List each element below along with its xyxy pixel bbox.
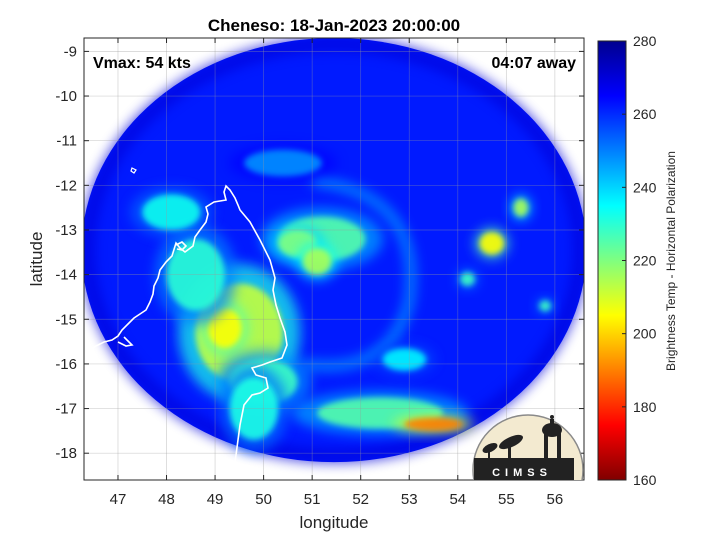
- convection-cell: [404, 417, 463, 431]
- chart-title: Cheneso: 18-Jan-2023 20:00:00: [208, 16, 460, 35]
- y-axis-label: latitude: [27, 232, 46, 287]
- x-axis-label: longitude: [299, 513, 368, 532]
- cimss-logo: CIMSS: [472, 414, 584, 480]
- x-tick-label: 55: [498, 491, 515, 508]
- colorbar-tick-label: 180: [633, 399, 657, 415]
- colorbar: [597, 40, 627, 481]
- time-away-annotation: 04:07 away: [491, 55, 576, 72]
- x-axis-ticks: 47 48 49 50 51 52 53 54 55 56: [110, 38, 564, 508]
- x-tick-label: 54: [449, 491, 466, 508]
- convection-cell: [229, 377, 279, 440]
- colorbar-tick-label: 220: [633, 253, 657, 269]
- axes-box: [83, 37, 585, 481]
- x-tick-label: 53: [401, 491, 418, 508]
- convection-cell: [513, 198, 529, 217]
- y-tick-label: -16: [55, 356, 77, 373]
- y-axis-ticks: -9 -10 -11 -12 -13 -14 -15 -16 -17 -18: [55, 43, 584, 462]
- y-tick-label: -12: [55, 177, 77, 194]
- convection-cell: [244, 149, 322, 177]
- x-tick-label: 49: [207, 491, 224, 508]
- convection-cell: [207, 308, 242, 349]
- spiral-band: [301, 175, 416, 371]
- y-tick-label: -15: [55, 311, 77, 328]
- colorbar-tick-label: 160: [633, 472, 657, 488]
- colorbar-ticks: 160 180 200 220 240 260 280: [622, 33, 657, 488]
- convection-cell: [142, 194, 201, 230]
- x-tick-label: 48: [158, 491, 175, 508]
- coastline: [84, 54, 288, 480]
- convection-cell: [539, 300, 551, 312]
- x-tick-label: 52: [352, 491, 369, 508]
- vmax-annotation: Vmax: 54 kts: [93, 55, 191, 72]
- convection-cell: [166, 238, 225, 311]
- x-tick-label: 56: [547, 491, 564, 508]
- convection-cell: [479, 232, 504, 255]
- x-tick-label: 47: [110, 491, 127, 508]
- brightness-swath: [84, 38, 584, 464]
- convection-cell: [382, 348, 427, 371]
- logo-text: CIMSS: [492, 467, 552, 479]
- y-tick-label: -17: [55, 401, 77, 418]
- y-tick-label: -11: [56, 133, 77, 150]
- y-tick-label: -18: [55, 445, 77, 462]
- y-tick-label: -14: [55, 267, 77, 284]
- colorbar-label: Brightness Temp - Horizontal Polarizatio…: [664, 151, 678, 371]
- y-tick-label: -9: [64, 43, 77, 60]
- colorbar-tick-label: 200: [633, 326, 657, 342]
- convection-cell: [460, 272, 475, 286]
- colorbar-tick-label: 280: [633, 33, 657, 49]
- convection-cell: [302, 247, 332, 275]
- y-tick-label: -13: [55, 222, 77, 239]
- x-tick-label: 50: [255, 491, 272, 508]
- swath-limb: [84, 38, 584, 464]
- colorbar-tick-label: 240: [633, 179, 657, 195]
- colorbar-tick-label: 260: [633, 106, 657, 122]
- y-tick-label: -10: [55, 88, 77, 105]
- x-tick-label: 51: [304, 491, 321, 508]
- coastline-islet: [130, 167, 137, 174]
